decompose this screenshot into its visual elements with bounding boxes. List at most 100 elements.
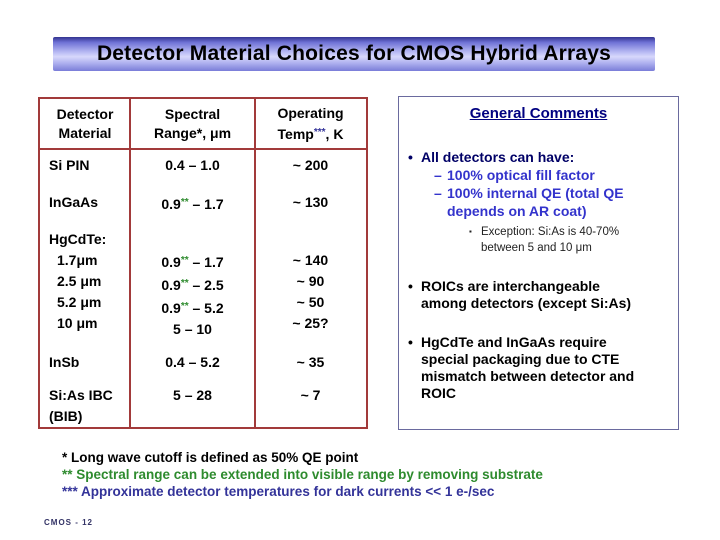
spectral-range-line: 0.9** – 2.5 [130, 273, 255, 296]
temp-cell: ~ 140 ~ 90 ~ 50 ~ 25? [255, 229, 366, 340]
spectral-cell: 0.4 – 5.2 [130, 352, 255, 373]
page-number-label: CMOS - 12 [44, 518, 94, 527]
table-column-divider [129, 99, 131, 427]
general-comments-list: • All detectors can have: –100% optical fi… [399, 149, 678, 402]
comment-line: depends on AR coat) [447, 203, 587, 219]
bullet-icon: ▪ [469, 227, 472, 236]
temp-line: ~ 50 [296, 294, 325, 310]
header-line: Material [58, 124, 112, 141]
material-cell: Si:As IBC (BIB) [40, 385, 130, 427]
temp-line: ~ 25? [292, 315, 329, 331]
spectral-cell: 5 – 28 [130, 385, 255, 427]
temp-line: ~ 130 [292, 194, 329, 210]
spectral-value: – 1.7 [188, 254, 224, 270]
spectral-value: – 2.5 [188, 277, 224, 293]
comment-text: ROICs are interchangeable among detectors… [421, 278, 631, 312]
col-header-operating-temp: Operating Temp***, K [255, 99, 366, 148]
spectral-range-line: 0.4 – 5.2 [130, 352, 255, 373]
comment-line: Exception: Si:As is 40-70% [481, 226, 620, 238]
material-line: 2.5 μm [57, 273, 102, 289]
footnote-marker-triple-asterisk: *** [313, 126, 326, 138]
spectral-value: – 5.2 [188, 300, 224, 316]
material-line: 10 μm [57, 315, 98, 331]
material-line: 1.7μm [57, 252, 98, 268]
slide-title-bar: Detector Material Choices for CMOS Hybri… [53, 37, 655, 71]
spectral-range-line: 5 – 28 [130, 385, 255, 406]
spectral-range-line: 0.9** – 1.7 [130, 250, 255, 273]
footnote-line: ** Spectral range can be extended into v… [62, 467, 543, 482]
spectral-range-line: 0.4 – 1.0 [130, 155, 255, 176]
material-line: 5.2 μm [57, 294, 102, 310]
header-line: Temp***, K [255, 123, 366, 144]
spectral-cell: 0.4 – 1.0 [130, 155, 255, 176]
table-row: HgCdTe: 1.7μm 2.5 μm 5.2 μm 10 μm 0.9** – 1.… [40, 229, 366, 340]
header-text: Temp [277, 125, 314, 142]
spectral-value: 0.9 [161, 196, 181, 212]
table-row: Si PIN 0.4 – 1.0 ~ 200 [40, 155, 366, 176]
header-line: Spectral [164, 105, 221, 122]
header-text: , K [325, 125, 344, 142]
material-cell: InSb [40, 352, 130, 373]
material-cell: Si PIN [40, 155, 130, 176]
table-row: InSb 0.4 – 5.2 ~ 35 [40, 352, 366, 373]
comment-item: • HgCdTe and InGaAs require special packag… [408, 334, 678, 402]
comment-line: ROICs are interchangeable [421, 278, 600, 294]
material-line: InSb [49, 354, 80, 370]
spectral-range-line [130, 229, 255, 250]
col-header-detector-material: Detector Material [40, 99, 130, 148]
spectral-value: – 1.7 [188, 196, 224, 212]
bullet-icon: • [408, 334, 413, 350]
comment-line: 100% internal QE (total QE [447, 185, 624, 201]
comment-line: mismatch between detector and [421, 368, 635, 384]
material-line: Si:As IBC [49, 387, 113, 403]
header-line: Operating [277, 104, 344, 121]
comment-line: among detectors (except Si:As) [421, 295, 632, 311]
bullet-icon: – [434, 167, 442, 183]
bullet-icon: • [408, 278, 413, 294]
comment-line: between 5 and 10 μm [481, 242, 592, 254]
spectral-value: 5 – 28 [173, 387, 212, 403]
header-line: Range*, μm [153, 124, 232, 141]
temp-cell: ~ 200 [255, 155, 366, 176]
footnote-line: *** Approximate detector temperatures fo… [62, 484, 495, 499]
spectral-value: 0.4 – 1.0 [165, 157, 220, 173]
table-row: InGaAs 0.9** – 1.7 ~ 130 [40, 192, 366, 215]
comment-text: 100% optical fill factor [447, 166, 595, 184]
header-line: Detector [56, 105, 114, 122]
comment-item: ▪ Exception: Si:As is 40-70% between 5 and… [469, 224, 678, 256]
temp-cell: ~ 7 [255, 385, 366, 427]
comment-line: special packaging due to CTE [421, 351, 620, 367]
temp-line [255, 229, 366, 250]
comment-text: 100% internal QE (total QE depends on AR … [447, 184, 624, 220]
detector-table: Detector Material Spectral Range*, μm Op… [38, 97, 368, 429]
col-header-spectral-range: Spectral Range*, μm [130, 99, 255, 148]
spectral-value: 0.9 [161, 300, 181, 316]
material-line: Si PIN [49, 157, 90, 173]
table-header-divider [40, 148, 366, 150]
comment-line: 100% optical fill factor [447, 167, 595, 183]
footnote-line: * Long wave cutoff is defined as 50% QE … [62, 450, 359, 465]
general-comments-title: General Comments [469, 105, 608, 122]
temp-line: ~ 200 [292, 157, 329, 173]
general-comments-box: General Comments • All detectors can have… [398, 96, 679, 430]
footnote-marker-double-asterisk: ** [180, 197, 189, 208]
comment-item: –100% optical fill factor [434, 166, 678, 184]
comment-line: All detectors can have: [421, 149, 575, 165]
table-row: Si:As IBC (BIB) 5 – 28 ~ 7 [40, 385, 366, 427]
spectral-value: 5 – 10 [173, 321, 212, 337]
comment-item: • All detectors can have: [408, 149, 678, 166]
spectral-value: 0.9 [161, 254, 181, 270]
comment-line: ROIC [421, 385, 456, 401]
material-line: HgCdTe: [49, 231, 107, 247]
material-line: InGaAs [49, 194, 99, 210]
spectral-value: 0.9 [161, 277, 181, 293]
temp-line: ~ 7 [300, 387, 321, 403]
comment-text: HgCdTe and InGaAs require special packagi… [421, 334, 634, 402]
footnotes: * Long wave cutoff is defined as 50% QE … [62, 449, 702, 500]
comment-text: Exception: Si:As is 40-70% between 5 and … [481, 224, 619, 256]
spectral-cell: 0.9** – 1.7 0.9** – 2.5 0.9** – 5.2 5 – 10 [130, 229, 255, 340]
spectral-range-line: 0.9** – 5.2 [130, 296, 255, 319]
table-column-divider [254, 99, 256, 427]
material-cell: InGaAs [40, 192, 130, 215]
